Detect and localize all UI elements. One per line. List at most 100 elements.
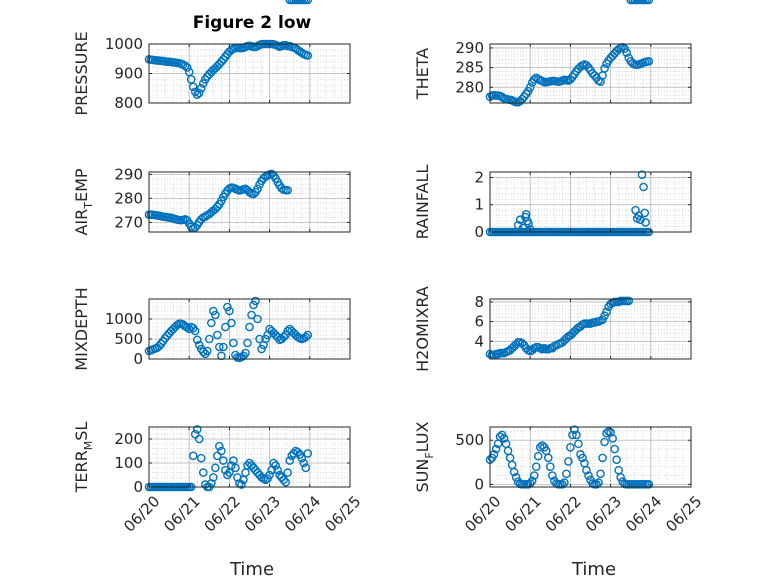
data-point <box>211 463 220 473</box>
data-point <box>537 441 547 450</box>
data-point <box>529 471 539 480</box>
y-tick-label: 900 <box>114 65 143 83</box>
y-axis-label: AIRTEMP <box>72 168 95 235</box>
data-point <box>499 434 509 443</box>
data-point <box>525 82 535 92</box>
y-tick-label: 290 <box>114 165 143 183</box>
data-point <box>279 475 288 485</box>
y-tick-label: 500 <box>114 330 143 348</box>
data-point <box>215 441 224 451</box>
data-point <box>524 219 533 229</box>
data-point <box>227 318 236 328</box>
data-point <box>154 341 164 351</box>
data-point <box>229 338 238 348</box>
data-point <box>622 48 631 57</box>
data-point <box>644 480 654 489</box>
data-point <box>269 458 278 468</box>
x-axis-label-left: Time <box>229 559 274 580</box>
axes-box <box>489 171 692 233</box>
y-axis-label: PRESSURE <box>72 31 91 115</box>
data-point <box>602 428 611 438</box>
data-point <box>564 457 573 466</box>
x-tick-label: 06/24 <box>622 492 665 535</box>
data-point <box>253 314 262 324</box>
data-point <box>644 0 654 5</box>
y-tick-label: 280 <box>455 78 484 96</box>
data-point <box>558 480 567 489</box>
y-tick-label: 285 <box>455 59 484 77</box>
data-point <box>215 342 224 352</box>
data-point <box>584 471 593 480</box>
data-point <box>293 447 303 457</box>
data-point <box>572 430 581 440</box>
data-point <box>624 296 633 306</box>
x-tick-label: 06/21 <box>160 492 203 535</box>
y-axis-label: THETA <box>413 48 432 100</box>
y-axis-label: TERRMSL <box>72 422 95 494</box>
data-point <box>543 453 553 463</box>
data-point <box>303 449 313 458</box>
data-point <box>612 455 621 464</box>
data-point <box>303 0 313 5</box>
data-point <box>253 184 262 194</box>
data-point <box>283 468 292 477</box>
data-point <box>271 461 280 470</box>
data-point <box>237 480 246 489</box>
data-point <box>192 90 202 100</box>
data-point <box>188 82 198 92</box>
y-tick-label: 1000 <box>105 35 143 53</box>
data-series <box>485 42 654 107</box>
data-point <box>251 296 260 306</box>
data-point <box>213 330 222 340</box>
data-point <box>511 339 521 349</box>
data-point <box>249 300 258 310</box>
subplot-3: 270 280 290 AIRTEMP <box>72 0 351 236</box>
data-point <box>637 170 647 180</box>
data-point <box>190 223 200 232</box>
data-series <box>485 0 654 360</box>
data-point <box>297 453 307 463</box>
data-point <box>194 434 204 444</box>
data-point <box>600 437 609 447</box>
data-point <box>301 332 311 342</box>
y-tick-label: 100 <box>114 454 143 472</box>
axes-background <box>490 299 691 359</box>
data-point <box>245 322 254 332</box>
data-point <box>641 218 650 227</box>
data-point <box>265 470 274 480</box>
y-tick-label: 280 <box>114 189 143 207</box>
data-point <box>207 318 216 328</box>
x-tick-label: 06/21 <box>501 492 544 535</box>
data-point <box>245 187 254 197</box>
y-axis-label: RAINFALL <box>413 165 432 240</box>
data-point <box>546 462 555 472</box>
data-point <box>533 451 543 461</box>
data-point <box>299 458 309 468</box>
subplot-1: 800 900 1000 PRESSURE <box>72 31 351 116</box>
data-point <box>303 330 313 340</box>
data-point <box>608 434 617 443</box>
x-tick-label: 06/20 <box>461 492 504 535</box>
data-point <box>194 88 204 98</box>
axes-box <box>148 171 351 233</box>
data-point <box>527 476 537 486</box>
y-axis-label: MIXDEPTH <box>72 287 91 370</box>
y-tick-label: 8 <box>474 293 484 311</box>
data-point <box>574 439 583 449</box>
y-tick-label: 6 <box>474 313 484 331</box>
data-point <box>568 430 577 440</box>
data-series <box>144 296 313 363</box>
data-point <box>560 478 569 487</box>
data-point <box>594 478 603 487</box>
data-point <box>219 342 228 352</box>
data-point <box>610 444 619 454</box>
axes-box <box>489 426 692 488</box>
data-point <box>301 463 311 473</box>
x-tick-label: 06/25 <box>321 492 364 535</box>
data-point <box>616 472 625 482</box>
axes-background <box>149 427 350 487</box>
data-point <box>196 453 206 463</box>
data-point <box>513 220 523 230</box>
axes-background <box>149 299 350 359</box>
data-point <box>223 302 232 312</box>
